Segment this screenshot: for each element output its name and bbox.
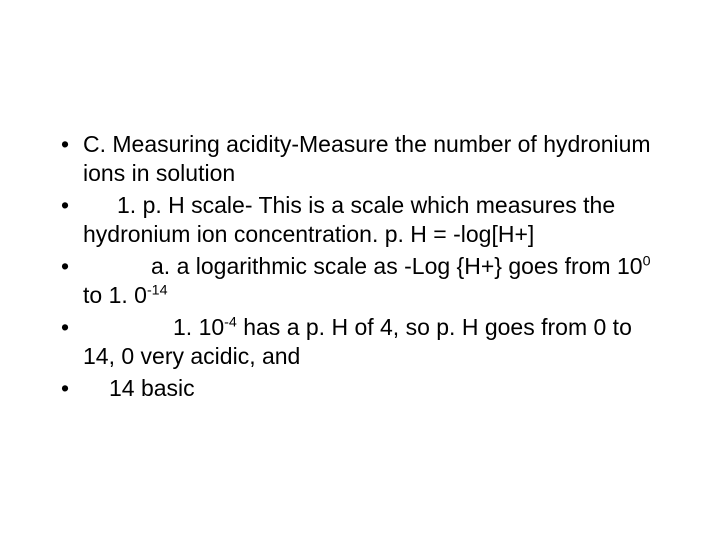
bullet-item: 1. p. H scale- This is a scale which mea… <box>55 191 665 250</box>
superscript: 0 <box>643 253 651 269</box>
bullet-item: a. a logarithmic scale as -Log {H+} goes… <box>55 252 665 311</box>
bullet-item: C. Measuring acidity-Measure the number … <box>55 130 665 189</box>
bullet-text: C. Measuring acidity-Measure the number … <box>83 131 651 186</box>
bullet-text: a. a logarithmic scale as -Log {H+} goes… <box>151 253 643 279</box>
bullet-text: 14 basic <box>109 375 195 401</box>
bullet-text: to 1. 0 <box>83 282 147 308</box>
superscript: -4 <box>224 314 237 330</box>
bullet-text: 1. 10 <box>173 314 224 340</box>
bullet-item: 1. 10-4 has a p. H of 4, so p. H goes fr… <box>55 313 665 372</box>
bullet-text: 1. p. H scale- This is a scale which mea… <box>83 192 615 247</box>
superscript: -14 <box>147 283 168 299</box>
bullet-item: 14 basic <box>55 374 665 403</box>
bullet-list: C. Measuring acidity-Measure the number … <box>55 130 665 403</box>
slide: C. Measuring acidity-Measure the number … <box>0 0 720 540</box>
bullet-text: has a p. H of 4, so p. H goes from 0 to … <box>83 314 632 369</box>
